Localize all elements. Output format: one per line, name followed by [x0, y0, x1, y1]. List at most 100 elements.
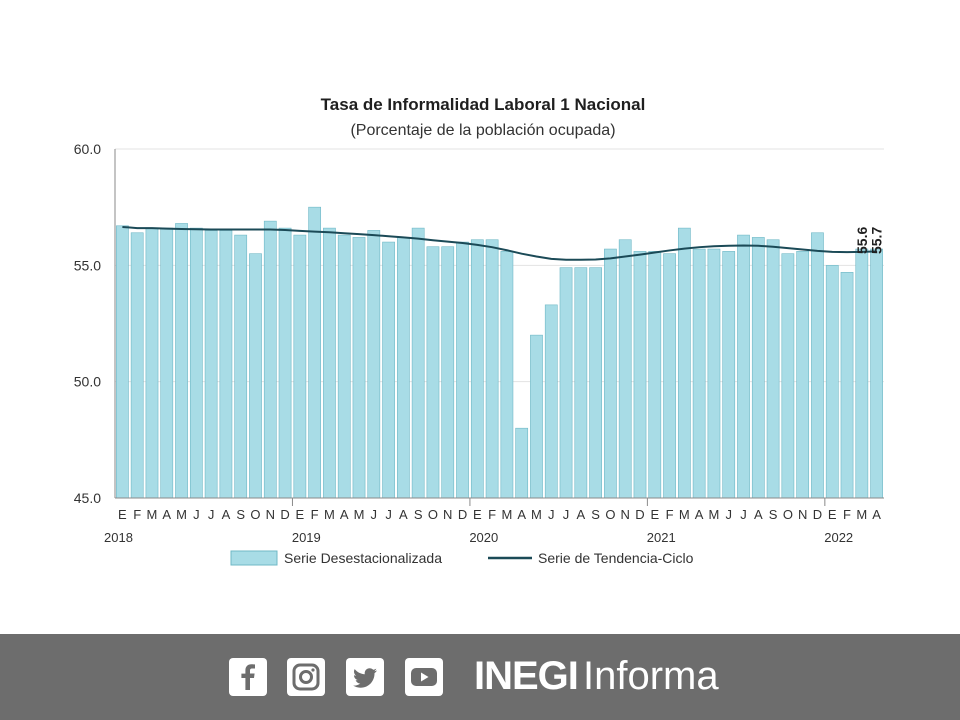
- bar: [308, 206, 322, 499]
- x-tick-label: D: [458, 507, 467, 522]
- x-tick-label: J: [385, 507, 392, 522]
- bar: [811, 232, 824, 499]
- chart-subtitle: (Porcentaje de la población ocupada): [350, 122, 616, 139]
- year-label: 2019: [292, 530, 321, 545]
- x-tick-label: M: [709, 507, 720, 522]
- youtube-icon[interactable]: [405, 658, 443, 696]
- x-tick-label: F: [311, 507, 319, 522]
- bar: [160, 227, 174, 499]
- bar: [130, 232, 144, 499]
- bar: [500, 251, 514, 499]
- bar: [263, 220, 277, 499]
- bar: [337, 234, 351, 499]
- x-tick-label: A: [754, 507, 763, 522]
- x-tick-label: E: [828, 507, 837, 522]
- x-tick-label: N: [266, 507, 275, 522]
- x-tick-label: S: [591, 507, 600, 522]
- x-tick-label: J: [371, 507, 378, 522]
- x-tick-label: A: [872, 507, 881, 522]
- x-tick-label: D: [813, 507, 822, 522]
- x-tick-label: A: [340, 507, 349, 522]
- x-tick-label: M: [354, 507, 365, 522]
- legend-bar-label: Serie Desestacionalizada: [284, 550, 442, 566]
- x-tick-label: J: [740, 507, 747, 522]
- twitter-icon[interactable]: [346, 658, 384, 696]
- x-tick-label: A: [517, 507, 526, 522]
- y-tick-label: 50.0: [74, 374, 101, 390]
- x-tick-label: J: [563, 507, 570, 522]
- x-tick-label: D: [280, 507, 289, 522]
- year-label: 2020: [469, 530, 498, 545]
- bar: [515, 427, 529, 499]
- bar: [411, 227, 425, 499]
- x-tick-label: A: [695, 507, 704, 522]
- bar: [293, 234, 307, 499]
- legend: Serie Desestacionalizada Serie de Tenden…: [230, 550, 694, 566]
- x-tick-label: O: [783, 507, 793, 522]
- x-tick-label: S: [236, 507, 245, 522]
- bar: [204, 230, 218, 499]
- bar: [751, 237, 765, 499]
- x-tick-label: F: [133, 507, 141, 522]
- x-tick-label: A: [399, 507, 408, 522]
- bar: [323, 227, 336, 499]
- bar: [781, 253, 795, 499]
- x-tick-label: O: [428, 507, 438, 522]
- trend-line: [122, 225, 877, 261]
- x-tick-label: M: [176, 507, 187, 522]
- bar: [382, 241, 395, 499]
- x-tick-label: F: [488, 507, 496, 522]
- bar: [234, 234, 248, 499]
- y-tick-label: 55.0: [74, 257, 101, 273]
- bar: [485, 239, 499, 499]
- x-tick-label: F: [843, 507, 851, 522]
- x-tick-label: E: [650, 507, 659, 522]
- bar: [470, 239, 484, 499]
- bar: [825, 265, 839, 499]
- bars-layer: [116, 206, 883, 499]
- instagram-icon[interactable]: [287, 658, 325, 696]
- chart-title: Tasa de Informalidad Laboral 1 Nacional: [320, 95, 646, 114]
- x-tick-label: J: [208, 507, 215, 522]
- x-tick-label: D: [635, 507, 644, 522]
- bar: [766, 239, 780, 499]
- bar: [352, 237, 366, 499]
- bar: [249, 253, 262, 499]
- bar: [219, 230, 233, 499]
- x-tick-label: M: [531, 507, 542, 522]
- year-label: 2021: [647, 530, 676, 545]
- x-tick-label: A: [162, 507, 171, 522]
- bar: [870, 248, 883, 499]
- labels-layer: 55.655.7: [854, 227, 885, 254]
- bar: [441, 246, 455, 499]
- x-tick-label: M: [679, 507, 690, 522]
- bar: [530, 334, 543, 499]
- x-tick-label: A: [222, 507, 231, 522]
- x-tick-label: M: [501, 507, 512, 522]
- data-label: 55.7: [869, 227, 885, 254]
- bar: [633, 251, 647, 499]
- bar: [278, 227, 292, 499]
- x-tick-label: J: [548, 507, 555, 522]
- x-tick-label: S: [769, 507, 778, 522]
- bar: [397, 237, 410, 499]
- bar: [840, 272, 854, 499]
- x-tick-label: J: [725, 507, 732, 522]
- bar: [426, 246, 440, 499]
- bar: [604, 248, 617, 499]
- x-tick-label: J: [193, 507, 200, 522]
- x-tick-label: F: [666, 507, 674, 522]
- bar: [175, 223, 188, 499]
- y-tick-label: 45.0: [74, 490, 101, 506]
- x-tick-label: S: [414, 507, 423, 522]
- x-tick-label: E: [118, 507, 127, 522]
- year-label: 2022: [824, 530, 853, 545]
- bar: [456, 241, 469, 499]
- x-tick-label: M: [324, 507, 335, 522]
- x-tick-label: N: [443, 507, 452, 522]
- bar: [544, 304, 558, 499]
- legend-bar-swatch: [230, 550, 278, 566]
- facebook-icon[interactable]: [229, 658, 267, 696]
- legend-line-label: Serie de Tendencia-Ciclo: [538, 550, 694, 566]
- brand-inegi: INEGI: [474, 654, 579, 698]
